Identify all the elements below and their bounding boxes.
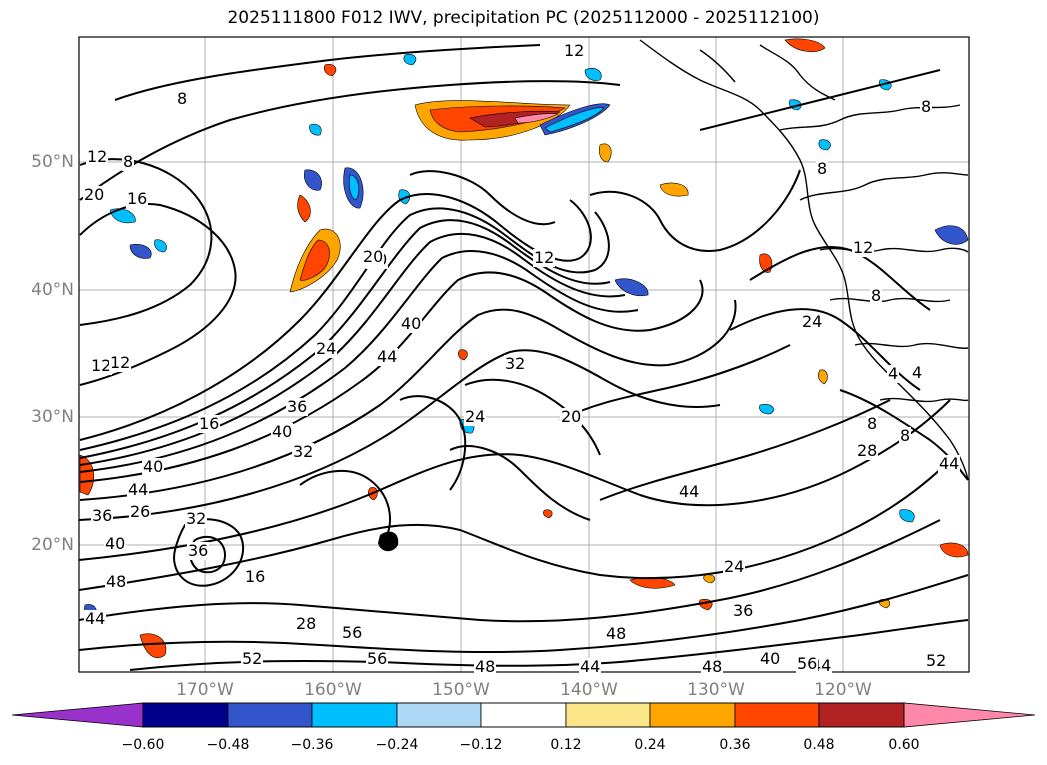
contour-label: 36 <box>732 601 755 620</box>
contour-label: 12 <box>852 238 875 257</box>
cbar-tick: 0.60 <box>888 737 920 753</box>
contour-label: 32 <box>292 442 315 461</box>
contour-label: 44 <box>938 454 961 473</box>
contour-label: 16 <box>198 414 221 433</box>
hawaii-island <box>378 531 399 552</box>
contour-label: 48 <box>701 657 724 676</box>
contour-label: 12 <box>563 41 586 60</box>
contour-label: 4 <box>911 363 924 382</box>
contour-label: 8 <box>866 414 879 433</box>
contour-label: 52 <box>925 651 948 670</box>
colorbar <box>11 702 1036 728</box>
contour-label: 24 <box>315 339 338 358</box>
contour-label: 28 <box>295 614 318 633</box>
cbar-extend-min <box>11 702 144 728</box>
cbar-tick: −0.48 <box>206 737 250 753</box>
cbar-tick: 0.12 <box>550 737 582 753</box>
contour-label: 24 <box>801 312 824 331</box>
contour-label: 36 <box>187 541 210 560</box>
cbar-tick: 0.48 <box>803 737 835 753</box>
contour-label: 44 <box>579 657 602 676</box>
contour-label: 16 <box>126 189 149 208</box>
cbar-tick: 0.36 <box>719 737 751 753</box>
lat-label-30n: 30°N <box>31 407 74 427</box>
cbar-extend-max <box>903 702 1036 728</box>
contour-label: 12 <box>533 248 556 267</box>
contour-label: 28 <box>856 441 879 460</box>
contour-label: 40 <box>142 457 165 476</box>
contour-label: 36 <box>286 397 309 416</box>
contour-label: 48 <box>474 657 497 676</box>
contour-label: 56 <box>341 623 364 642</box>
precip-shading <box>79 38 969 658</box>
contour-label: 16 <box>244 567 267 586</box>
contour-label: 20 <box>560 407 583 426</box>
lat-label-20n: 20°N <box>31 535 74 555</box>
iwv-contours <box>79 44 969 671</box>
contour-label: 12 <box>86 147 109 166</box>
contour-label: 56 <box>796 654 819 673</box>
contour-label: 56 <box>366 649 389 668</box>
lon-label-130w: 130°W <box>687 680 745 700</box>
contour-label: 40 <box>271 422 294 441</box>
cbar-tick: −0.24 <box>375 737 419 753</box>
contour-label: 8 <box>122 152 135 171</box>
contour-label: 44 <box>84 609 107 628</box>
lat-label-50n: 50°N <box>31 152 74 172</box>
contour-label: 8 <box>176 89 189 108</box>
contour-label: 8 <box>920 97 933 116</box>
contour-label: 4 <box>887 364 900 383</box>
contour-label: 32 <box>504 354 527 373</box>
lon-label-140w: 140°W <box>560 680 618 700</box>
contour-label: 8 <box>899 426 912 445</box>
contour-label: 24 <box>723 557 746 576</box>
cbar-tick: −0.12 <box>459 737 503 753</box>
contour-label: 36 <box>91 506 114 525</box>
contour-label: 48 <box>605 624 628 643</box>
map-title: 2025111800 F012 IWV, precipitation PC (2… <box>227 8 820 28</box>
contour-label: 40 <box>759 649 782 668</box>
lon-label-120w: 120°W <box>814 680 872 700</box>
contour-label: 52 <box>241 649 264 668</box>
map-frame <box>78 36 970 673</box>
contour-label: 44 <box>127 480 150 499</box>
contour-label: 26 <box>129 502 152 521</box>
lat-label-40n: 40°N <box>31 280 74 300</box>
contour-label: 44 <box>678 482 701 501</box>
lon-label-170w: 170°W <box>176 680 234 700</box>
contour-label: 20 <box>362 247 385 266</box>
contour-label: 32 <box>185 509 208 528</box>
contour-label: 40 <box>104 534 127 553</box>
contour-label: 48 <box>105 572 128 591</box>
contour-label: 12 <box>90 356 113 375</box>
cbar-tick: 0.24 <box>634 737 666 753</box>
contour-label: 8 <box>816 159 829 178</box>
cbar-tick: −0.36 <box>290 737 334 753</box>
contour-label: 40 <box>400 314 423 333</box>
contour-label: 20 <box>83 185 106 204</box>
lon-label-160w: 160°W <box>304 680 362 700</box>
contour-label: 12 <box>109 353 132 372</box>
contour-label: 8 <box>870 286 883 305</box>
contour-label: 24 <box>464 407 487 426</box>
contour-label: 44 <box>376 347 399 366</box>
cbar-tick: −0.60 <box>121 737 165 753</box>
lon-label-150w: 150°W <box>432 680 490 700</box>
